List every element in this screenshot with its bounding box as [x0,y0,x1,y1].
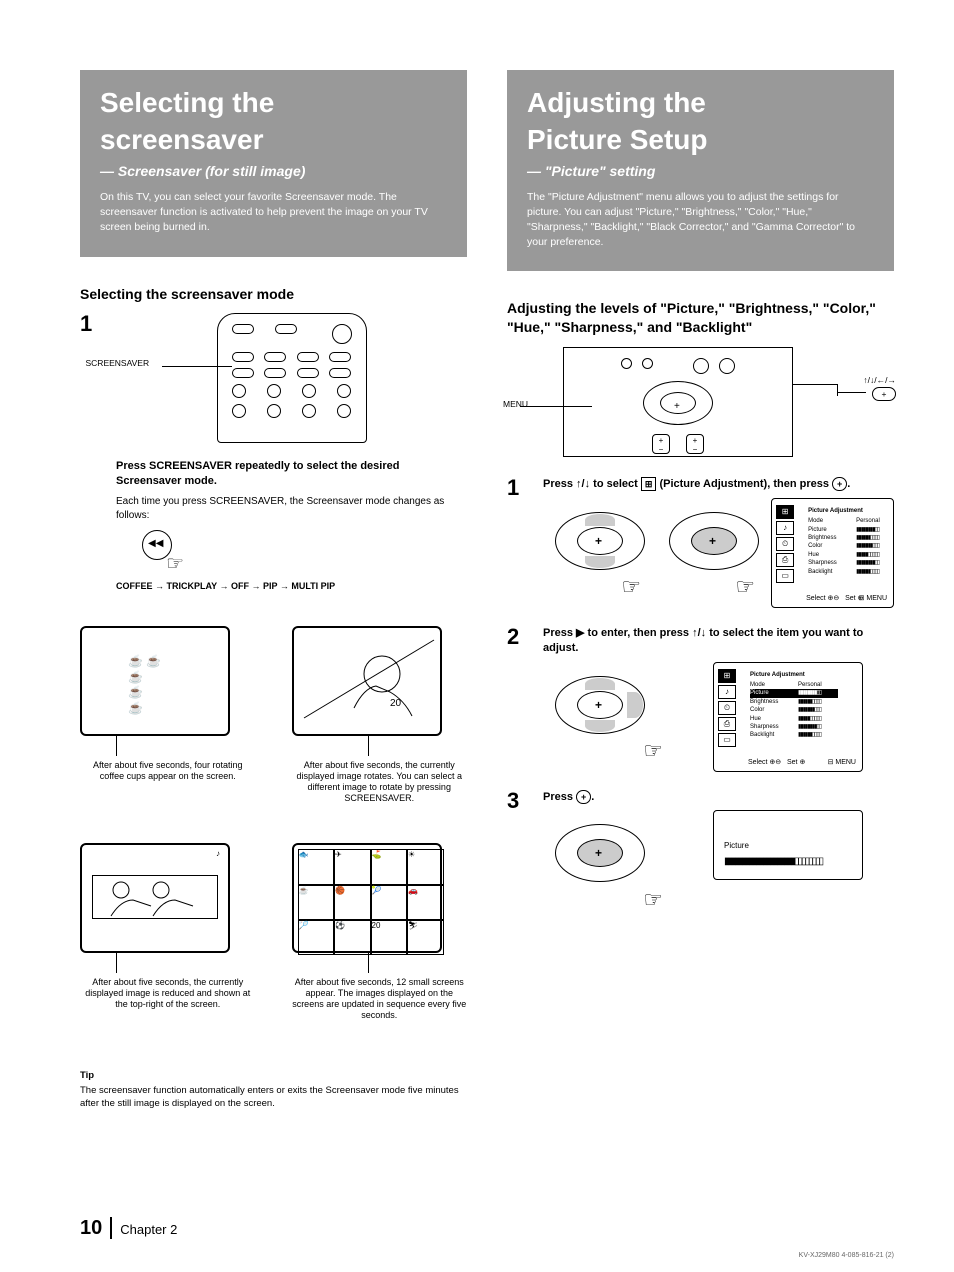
manual-page: Selecting the screensaver — Screensaver … [0,0,954,1272]
screens-row-2: ♪ After about five seconds, the currentl… [80,843,467,1020]
osd-screen-1: ⊞ ♪ ⏲ ⎙ ▭ Picture Adjustment ModePersona… [771,498,894,608]
right-section-heading: Adjusting the levels of "Picture," "Brig… [507,299,894,337]
step-number: 2 [507,626,529,648]
tip-body: The screensaver function automatically e… [80,1085,459,1109]
joystick-ok-press: + ☞ [547,818,667,908]
trickplay-screen: 20 [292,626,442,736]
svg-text:20: 20 [390,698,402,709]
right-step-1: 1 Press ↑/↓ to select ⊞ (Picture Adjustm… [507,477,894,608]
press-icon: ◀◀ ☞ [136,528,182,574]
right-step-2: 2 Press ▶ to enter, then press ↑/↓ to se… [507,626,894,772]
remote-joystick-panel: + +− +− [563,347,793,457]
ok-icon: + [576,790,591,804]
remote-illustration: SCREENSAVER [217,313,367,443]
left-title-2: screensaver [100,125,447,156]
left-subtitle: — Screensaver (for still image) [100,162,447,181]
pip-screen: ♪ [80,843,230,953]
left-step-1: 1 [80,313,467,608]
left-section-heading: Selecting the screensaver mode [80,285,467,304]
right-desc: The "Picture Adjustment" menu allows you… [527,190,874,249]
left-desc: On this TV, you can select your favorite… [100,190,447,234]
adjustment-bar: Picture ▮▮▮▮▮▮▮▮▮▮▮▮▮▮▮▮▮▮▮▮▯▯▯▯▯▯▯▯ [713,810,863,880]
step-number: 1 [507,477,529,499]
screensaver-button-label: SCREENSAVER [86,358,150,369]
step1-note: Each time you press SCREENSAVER, the Scr… [116,495,467,522]
step-number: 3 [507,790,529,812]
tip-block: Tip The screensaver function automatical… [80,1069,467,1111]
multipip-screen: 🐟✈⛳☀ ☕🏀🎾🚗 🏸⚽20⛷ [292,843,442,953]
right-title-1: Adjusting the [527,88,874,119]
right-subtitle: — "Picture" setting [527,162,874,181]
left-column: Selecting the screensaver — Screensaver … [80,70,467,1111]
mode-cycle: COFFEE → TRICKPLAY → OFF → PIP → MULTI P… [116,580,467,592]
doc-reference: KV-XJ29M80 4-085-816-21 (2) [799,1251,894,1260]
ok-button-label: + [872,387,896,401]
multipip-caption: After about five seconds, 12 small scree… [292,977,468,1020]
coffee-caption: After about five seconds, four rotating … [80,760,256,782]
step-number: 1 [80,313,102,335]
joystick-right: + ☞ [547,670,667,760]
screens-row-1: ☕ ☕☕☕☕ After about five seconds, four ro… [80,626,467,803]
step1-instruction: Press SCREENSAVER repeatedly to select t… [116,459,467,489]
picture-icon: ⊞ [641,477,657,491]
step2-instruction: Press ▶ to enter, then press ↑/↓ to sele… [543,626,894,656]
osd-screen-2: ⊞ ♪ ⏲ ⎙ ▭ Picture Adjustment ModePersona… [713,662,863,772]
left-header-box: Selecting the screensaver — Screensaver … [80,70,467,257]
joystick-updown: + ☞ [547,506,645,596]
right-step-3: 3 Press +. + ☞ Picture ▮▮▮▮▮▮▮▮▮▮▮▮▮ [507,790,894,917]
joystick-ok: + ☞ [661,506,759,596]
step3-instruction: Press +. [543,790,894,805]
right-column: Adjusting the Picture Setup — "Picture" … [507,70,894,1111]
step1-instruction: Press ↑/↓ to select ⊞ (Picture Adjustmen… [543,477,894,492]
tip-heading: Tip [80,1069,467,1082]
pip-caption: After about five seconds, the currently … [80,977,256,1009]
trickplay-caption: After about five seconds, the currently … [292,760,468,803]
arrows-label: ↑/↓/←/→ [863,375,896,386]
right-title-2: Picture Setup [527,125,874,156]
page-number: 10Chapter 2 [80,1215,177,1242]
ok-icon: + [832,477,847,491]
menu-button-label: MENU [503,399,528,410]
coffee-screen: ☕ ☕☕☕☕ [80,626,230,736]
left-title-1: Selecting the [100,88,447,119]
right-header-box: Adjusting the Picture Setup — "Picture" … [507,70,894,271]
